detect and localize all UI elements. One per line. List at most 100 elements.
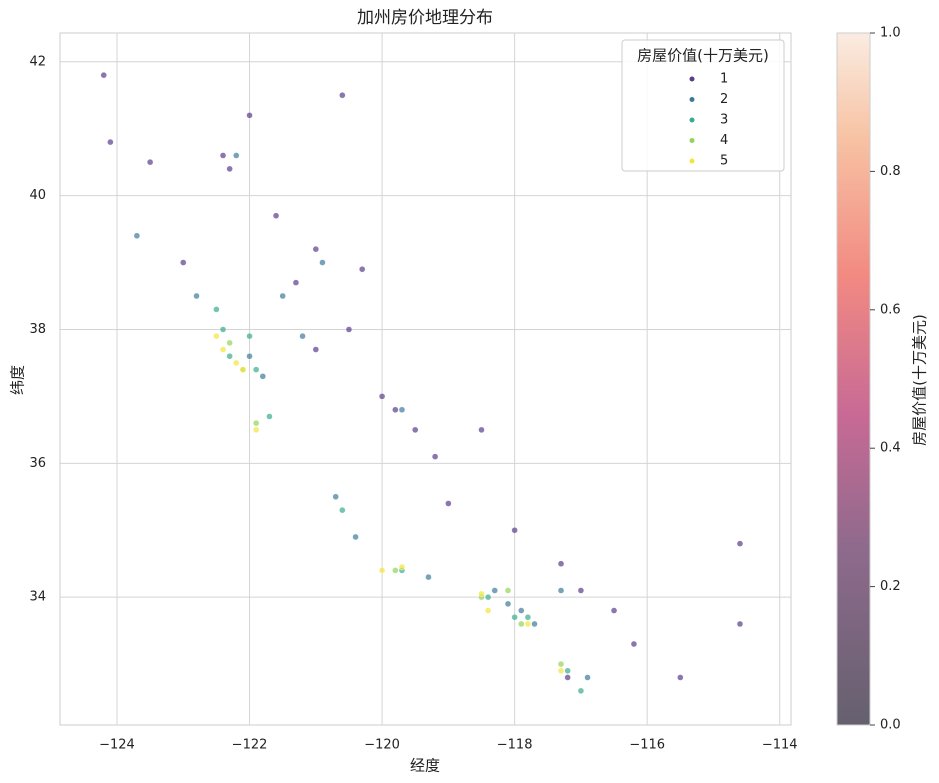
point (531, 620, 538, 628)
point (213, 332, 220, 340)
colorbar-tick-label: 0.2 (880, 579, 901, 594)
point (484, 593, 492, 601)
point (425, 573, 432, 581)
point (219, 326, 227, 333)
point (193, 292, 200, 300)
point (252, 366, 260, 373)
colorbar-label: 房屋价值(十万美元) (911, 314, 929, 446)
y-axis-label: 纬度 (9, 365, 27, 395)
point (299, 332, 306, 340)
point (279, 292, 286, 300)
x-tick-label: −120 (364, 738, 400, 753)
point (339, 92, 346, 99)
point (564, 667, 571, 674)
point (233, 359, 240, 367)
x-tick-label: −122 (232, 738, 268, 753)
point (630, 640, 638, 648)
point (484, 607, 492, 614)
colorbar-tick-label: 0.6 (880, 302, 901, 317)
x-axis-label: 经度 (410, 757, 440, 775)
point (359, 266, 366, 273)
point (292, 279, 300, 286)
colorbar (836, 32, 871, 726)
point (252, 419, 260, 427)
legend-label: 5 (720, 154, 728, 169)
legend-marker (689, 138, 695, 143)
x-tick-label: −118 (497, 738, 533, 753)
point (557, 560, 565, 567)
point (518, 607, 525, 614)
point (246, 112, 253, 119)
point (319, 259, 326, 266)
legend (621, 39, 785, 172)
y-tick-label: 42 (29, 54, 46, 69)
legend-label: 2 (720, 92, 728, 107)
point (339, 506, 346, 514)
y-tick-label: 34 (29, 590, 46, 605)
y-tick-label: 38 (29, 322, 46, 337)
legend-marker (689, 158, 695, 164)
legend-label: 3 (720, 113, 728, 128)
point (312, 245, 320, 253)
point (272, 212, 280, 219)
x-tick-label: −124 (99, 738, 135, 753)
point (312, 346, 320, 353)
point (226, 339, 233, 347)
point (557, 667, 565, 674)
point (557, 660, 565, 668)
point (100, 71, 107, 79)
point (518, 620, 525, 628)
point (219, 346, 227, 353)
point (180, 259, 187, 266)
colorbar-tick-label: 1.0 (880, 26, 901, 41)
point (146, 158, 154, 166)
point (445, 500, 452, 507)
point (266, 413, 273, 420)
legend-marker (689, 117, 695, 123)
point (133, 232, 141, 239)
point (239, 366, 247, 373)
y-tick-label: 40 (29, 188, 46, 203)
point (252, 426, 260, 434)
point (610, 607, 618, 614)
point (491, 587, 498, 594)
legend-label: 4 (720, 133, 728, 148)
legend-marker (689, 97, 695, 102)
y-tick-label: 36 (29, 456, 46, 471)
point (392, 567, 399, 574)
point (431, 453, 439, 460)
point (478, 426, 485, 434)
point (378, 393, 386, 400)
point (511, 614, 518, 621)
point (345, 326, 353, 333)
chart-title: 加州房价地理分布 (357, 8, 493, 28)
point (352, 533, 359, 541)
point (504, 600, 512, 608)
point (233, 152, 240, 159)
point (226, 353, 233, 360)
point (584, 674, 591, 681)
legend-label: 1 (720, 72, 728, 87)
point (398, 406, 406, 413)
point (511, 527, 518, 534)
point (736, 540, 744, 547)
point (736, 620, 744, 628)
point (577, 587, 585, 594)
point (564, 674, 571, 681)
point (226, 165, 233, 173)
point (524, 620, 532, 628)
point (412, 426, 419, 434)
legend-title: 房屋价值(十万美元) (637, 47, 769, 65)
point (577, 687, 585, 695)
x-tick-label: −116 (629, 738, 665, 753)
point (332, 493, 339, 500)
point (259, 373, 266, 380)
point (557, 587, 565, 594)
point (677, 674, 684, 681)
point (378, 567, 386, 574)
point (524, 614, 532, 621)
point (392, 406, 399, 413)
colorbar-tick-label: 0.8 (880, 164, 901, 179)
point (478, 590, 485, 598)
colorbar-tick-label: 0.4 (880, 441, 901, 456)
